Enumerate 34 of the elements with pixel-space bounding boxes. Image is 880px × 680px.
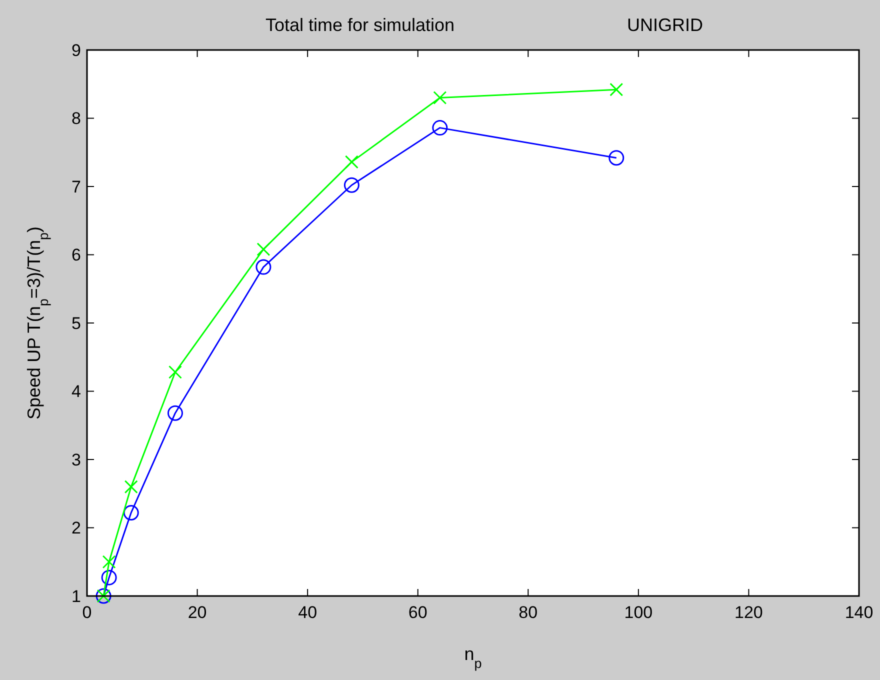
- x-tick-label: 100: [624, 603, 653, 622]
- y-tick-label: 7: [72, 177, 81, 196]
- x-tick-label: 0: [82, 603, 92, 622]
- x-tick-label: 20: [188, 603, 207, 622]
- point: [432, 120, 448, 136]
- y-tick-label: 9: [72, 40, 81, 60]
- point: [344, 155, 358, 169]
- y-tick-label: 5: [72, 314, 81, 333]
- chart-subtitle: UNIGRID: [627, 15, 703, 35]
- y-tick-label: 2: [72, 518, 81, 538]
- chart-title: Total time for simulation: [265, 15, 455, 35]
- y-tick-label: 8: [72, 109, 81, 128]
- point: [344, 177, 360, 193]
- point: [124, 480, 138, 494]
- x-tick-label: 140: [844, 603, 874, 622]
- x-tick-label: 120: [734, 603, 763, 622]
- point: [168, 365, 182, 379]
- point: [256, 259, 272, 275]
- point: [608, 150, 624, 166]
- y-tick-label: 1: [72, 586, 81, 606]
- x-tick-label: 60: [408, 603, 428, 622]
- y-tick-label: 3: [72, 450, 81, 470]
- point: [101, 570, 117, 586]
- point: [610, 82, 624, 96]
- x-tick-label: 80: [518, 603, 538, 622]
- x-axis-title: n$_{p}$: [464, 644, 482, 670]
- point: [256, 242, 270, 256]
- point: [102, 555, 116, 569]
- y-tick-label: 4: [72, 382, 81, 402]
- point: [123, 504, 139, 520]
- x-tick-label: 40: [298, 603, 318, 622]
- point: [167, 405, 183, 421]
- y-tick-label: 6: [72, 246, 81, 265]
- point: [433, 91, 447, 105]
